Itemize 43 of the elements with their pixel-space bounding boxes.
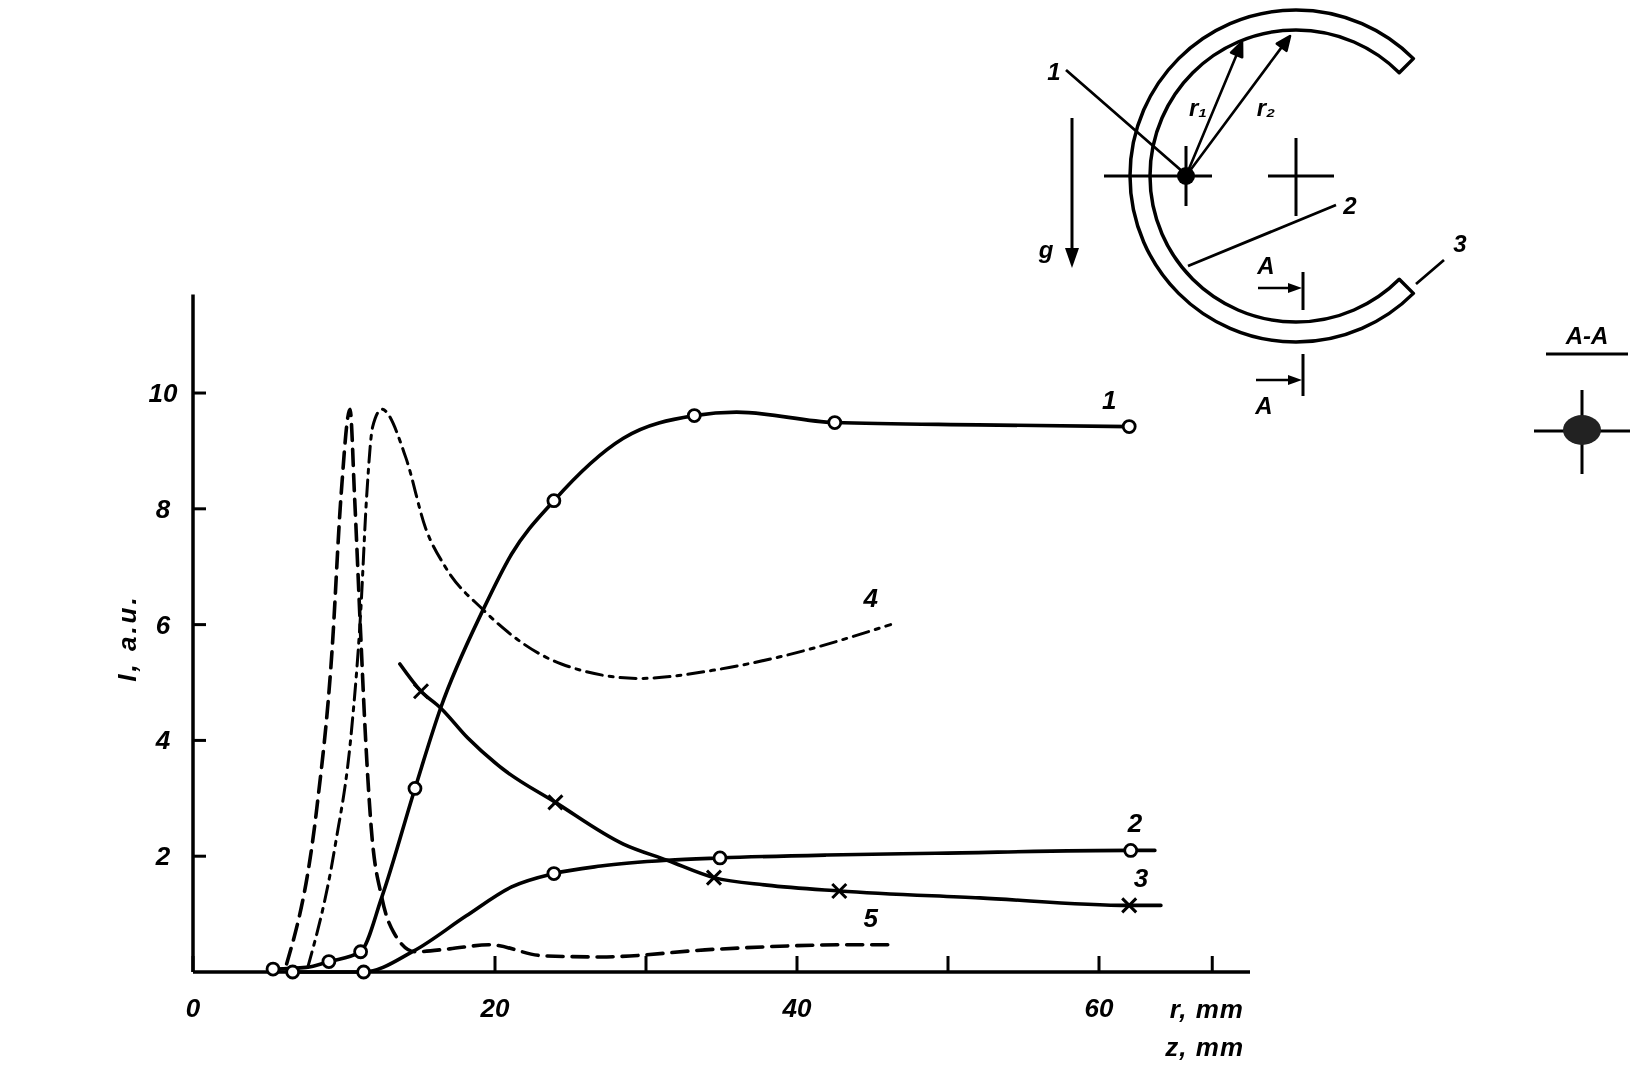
series-label: 3	[1133, 863, 1149, 894]
point	[1123, 843, 1139, 858]
point	[546, 493, 562, 509]
y-tick-label: 6	[155, 609, 171, 640]
point	[1121, 419, 1137, 435]
text: r₂	[1256, 94, 1276, 121]
point	[705, 869, 723, 887]
point	[321, 954, 337, 969]
x-axis-title: r, mm z, mm	[1164, 994, 1244, 1062]
series-label: 5	[863, 902, 879, 933]
point	[686, 408, 702, 424]
text: g	[1037, 236, 1054, 263]
y-tick-label: 8	[155, 493, 171, 524]
point	[830, 882, 848, 900]
y-tick-label: 4	[154, 725, 171, 756]
series-label: 4	[862, 582, 879, 613]
point	[265, 961, 281, 977]
point	[827, 415, 843, 430]
point	[407, 781, 423, 796]
x-tick-label: 60	[1084, 993, 1114, 1023]
x-tick-label: 40	[781, 993, 812, 1023]
y-tick-label: 10	[148, 378, 178, 409]
text: 2	[1342, 192, 1358, 219]
text: A	[1256, 252, 1275, 279]
text: 3	[1453, 230, 1468, 257]
point	[546, 793, 564, 811]
x-tick-label: 0	[185, 993, 201, 1023]
text: A-A	[1564, 322, 1609, 349]
point	[712, 850, 728, 866]
series-label: 2	[1126, 808, 1143, 839]
point	[546, 866, 562, 881]
point	[353, 944, 369, 960]
point	[1120, 896, 1138, 914]
point	[412, 682, 430, 700]
text: A	[1254, 392, 1273, 419]
series-label: 1	[1101, 384, 1117, 415]
text: r₁	[1189, 94, 1207, 121]
x-tick-label: 20	[479, 993, 510, 1023]
y-axis-title: I, a.u.	[112, 594, 142, 682]
y-tick-label: 2	[154, 841, 171, 872]
point	[285, 964, 301, 980]
point	[356, 964, 372, 980]
text: 1	[1047, 58, 1061, 85]
